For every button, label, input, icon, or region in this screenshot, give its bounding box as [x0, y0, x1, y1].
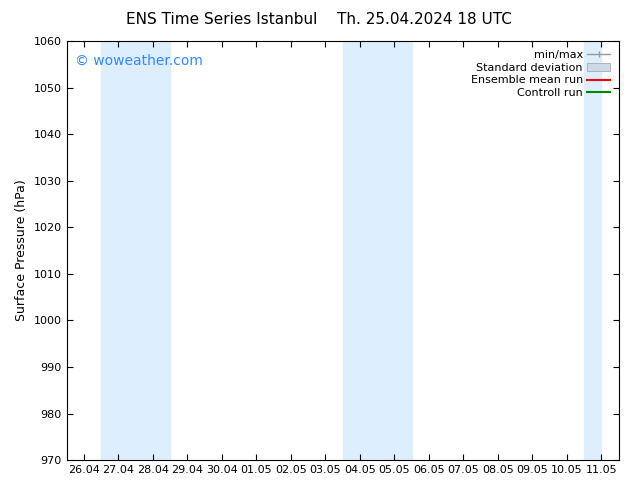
Legend: min/max, Standard deviation, Ensemble mean run, Controll run: min/max, Standard deviation, Ensemble me…	[467, 47, 613, 101]
Text: © woweather.com: © woweather.com	[75, 53, 203, 68]
Bar	[584, 41, 601, 460]
Bar	[101, 41, 170, 460]
Y-axis label: Surface Pressure (hPa): Surface Pressure (hPa)	[15, 180, 28, 321]
Bar	[342, 41, 411, 460]
Text: Th. 25.04.2024 18 UTC: Th. 25.04.2024 18 UTC	[337, 12, 512, 27]
Text: ENS Time Series Istanbul: ENS Time Series Istanbul	[126, 12, 318, 27]
